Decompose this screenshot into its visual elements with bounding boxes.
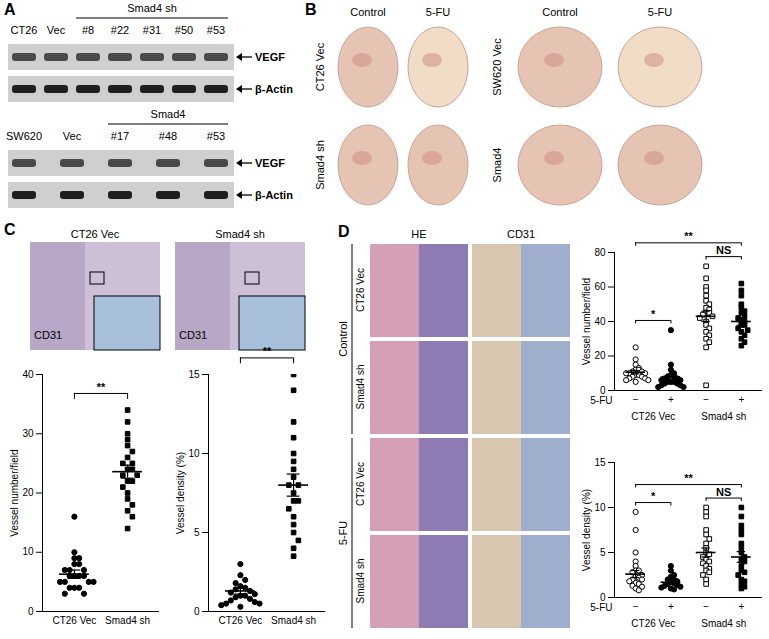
html-text:B: B (305, 1, 317, 18)
svg-text:**: ** (263, 345, 272, 357)
svg-text:Smad4 sh: Smad4 sh (701, 618, 746, 629)
html-text:Smad4 sh: Smad4 sh (127, 1, 177, 14)
html-text:Vec: Vec (62, 129, 82, 142)
html-text:#50: #50 (174, 23, 194, 36)
html-text:Control: Control (336, 321, 349, 357)
html-text:Vec: Vec (46, 23, 66, 36)
svg-text:20: 20 (594, 350, 606, 361)
svg-text:**: ** (97, 381, 106, 393)
svg-text:*: * (651, 308, 656, 320)
html-text:CT26 Vec: CT26 Vec (355, 268, 366, 312)
html-text:5-FU: 5-FU (425, 5, 451, 18)
html-text:5-FU: 5-FU (336, 520, 349, 546)
svg-text:Smad4 sh: Smad4 sh (701, 411, 746, 422)
html-text:CD31: CD31 (34, 329, 63, 341)
svg-text:+: + (738, 601, 744, 612)
html-text:CT26: CT26 (10, 23, 38, 36)
html-text:Smad4 sh: Smad4 sh (355, 558, 366, 604)
svg-text:10: 10 (22, 546, 34, 557)
svg-text:10: 10 (188, 448, 200, 459)
html-text:5-FU: 5-FU (647, 5, 673, 18)
svg-text:0: 0 (599, 591, 606, 603)
svg-text:CT26 Vec: CT26 Vec (218, 615, 262, 626)
svg-text:CT26 Vec: CT26 Vec (631, 618, 675, 629)
html-text:D: D (338, 223, 350, 240)
html-text:Smad4: Smad4 (150, 107, 186, 120)
html-text:β-Actin: β-Actin (255, 82, 293, 95)
svg-text:CT26 Vec: CT26 Vec (52, 615, 96, 626)
svg-text:Smad4 sh: Smad4 sh (271, 615, 316, 626)
html-text:SW620: SW620 (6, 129, 42, 142)
html-text:HE: HE (411, 227, 427, 240)
svg-text:0: 0 (599, 384, 606, 396)
html-text:#31: #31 (142, 23, 162, 36)
html-text:A: A (4, 1, 16, 18)
svg-text:0: 0 (28, 606, 34, 617)
html-text:VEGF: VEGF (255, 50, 285, 63)
svg-text:15: 15 (594, 457, 606, 468)
svg-text:−: − (633, 601, 639, 612)
html-text:Smad4: Smad4 (490, 147, 503, 183)
svg-text:+: + (668, 601, 674, 612)
html-text:CD31: CD31 (506, 227, 536, 240)
svg-text:−: − (703, 394, 709, 405)
svg-text:Vessel number/field: Vessel number/field (9, 449, 20, 536)
html-text:CT26 Vec: CT26 Vec (313, 42, 326, 92)
html-text:CT26 Vec: CT26 Vec (355, 462, 366, 506)
html-text:CD31: CD31 (179, 329, 208, 341)
html-text:Control: Control (542, 5, 578, 18)
html-text:#53: #53 (206, 23, 226, 36)
html-text:β-Actin: β-Actin (255, 188, 293, 201)
html-text:#53: #53 (206, 129, 226, 142)
svg-text:−: − (703, 601, 709, 612)
html-text:CT26 Vec: CT26 Vec (70, 227, 120, 240)
svg-text:Vessel density (%): Vessel density (%) (581, 489, 592, 571)
html-text:SW620 Vec: SW620 Vec (490, 38, 503, 96)
svg-text:NS: NS (716, 244, 731, 256)
svg-text:10: 10 (594, 502, 606, 513)
html-text:Smad4 sh: Smad4 sh (355, 364, 366, 410)
svg-text:+: + (668, 394, 674, 405)
html-text:Smad4 sh: Smad4 sh (313, 140, 326, 190)
html-text:#48: #48 (158, 129, 178, 142)
svg-text:**: ** (684, 472, 693, 484)
svg-text:Vessel density (%): Vessel density (%) (175, 452, 186, 534)
html-text:Control: Control (350, 5, 386, 18)
html-text:#17: #17 (110, 129, 130, 142)
svg-text:**: ** (684, 230, 693, 242)
svg-text:20: 20 (22, 487, 34, 498)
svg-text:Vessel number/field: Vessel number/field (581, 278, 592, 365)
svg-text:40: 40 (22, 369, 34, 380)
svg-text:60: 60 (594, 281, 606, 292)
svg-text:CT26 Vec: CT26 Vec (631, 411, 675, 422)
svg-text:5-FU: 5-FU (590, 602, 612, 613)
svg-text:Smad4 sh: Smad4 sh (105, 615, 150, 626)
svg-text:NS: NS (716, 486, 731, 498)
svg-text:*: * (651, 490, 656, 502)
svg-text:5: 5 (600, 547, 606, 558)
svg-text:80: 80 (594, 247, 606, 258)
html-text:Smad4 sh: Smad4 sh (215, 227, 265, 240)
svg-text:30: 30 (22, 428, 34, 439)
html-text:VEGF: VEGF (255, 156, 285, 169)
svg-text:+: + (738, 394, 744, 405)
svg-text:40: 40 (594, 316, 606, 327)
html-text:C: C (4, 221, 16, 238)
svg-text:−: − (633, 394, 639, 405)
html-text:#8: #8 (81, 23, 95, 36)
svg-text:5-FU: 5-FU (590, 395, 612, 406)
html-text:#22: #22 (110, 23, 130, 36)
svg-text:5: 5 (194, 527, 200, 538)
svg-text:0: 0 (194, 606, 200, 617)
svg-text:15: 15 (188, 369, 200, 380)
